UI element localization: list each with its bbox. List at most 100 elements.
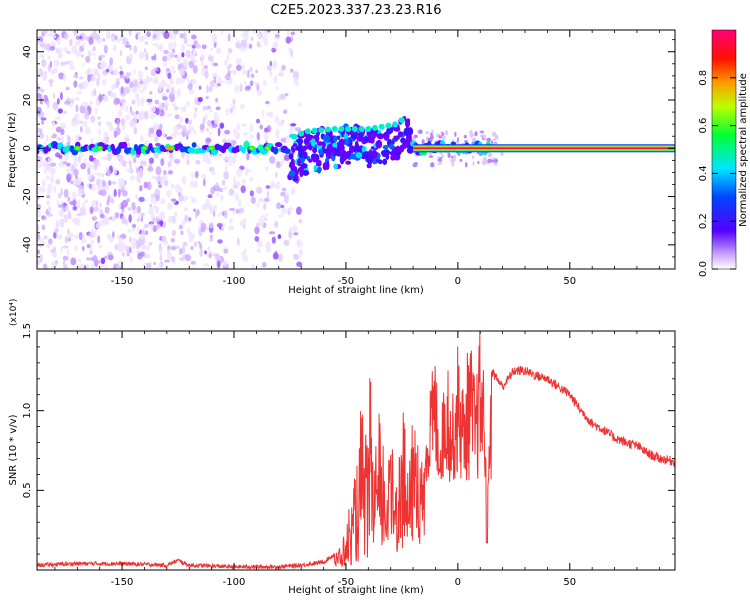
spectrogram-cloud-dot [149,204,152,208]
burst-blob [339,138,345,146]
haze-dot [428,155,434,158]
spectrogram-cloud-dot [49,81,53,88]
spectrogram-cloud-dot [73,80,78,88]
spectrogram-cloud-dot [67,209,70,214]
spectrogram-cloud-dot [148,76,153,83]
spectrogram-cloud-dot [76,90,83,95]
spectrogram-cloud-dot [153,122,159,130]
spectrogram-cloud-dot [140,160,147,166]
spectrogram-cloud-dot [185,131,189,138]
spectrogram-cloud-dot [61,135,64,142]
spectrogram-cloud-dot [47,205,52,213]
spectrogram-cloud-dot [148,157,155,164]
spectrogram-cloud-dot [64,235,68,244]
burst-blob [298,149,305,159]
snr-x-tick-label: 50 [563,577,576,588]
spectrogram-cloud-dot [174,158,181,164]
spectrogram-cloud-dot [212,37,217,44]
figure-title: C2E5.2023.337.23.23.R16 [270,3,441,18]
spectrogram-cloud-dot [44,30,48,35]
spectrogram-cloud-dot [37,132,40,136]
spectrogram-cloud-dot [184,214,188,223]
burst-blob [343,133,349,141]
burst-blob [355,152,363,159]
spectrogram-cloud-dot [124,138,130,143]
spectrogram-cloud-dot [133,45,138,54]
spectrogram-cloud-dot [114,212,120,219]
haze-dot [459,158,463,162]
colorbar-tick-label: 0.0 [698,261,709,277]
spectrogram-cloud-dot [138,35,145,42]
spectrogram-cloud-dot [50,30,55,38]
burst-blob [345,160,352,165]
spectrogram-cloud-dot [208,221,214,229]
spectrogram-cloud-dot [129,46,133,51]
spectrogram-cloud-dot [116,155,122,160]
spectrogram-cloud-dot [142,86,147,91]
spectrogram-cloud-dot [97,235,101,244]
spectrogram-cloud-dot [121,199,128,208]
spectrogram-cloud-dot [46,101,50,109]
spectrogram-cloud-dot [178,194,184,203]
haze-dot [494,134,499,140]
spectrogram-cloud-dot [146,98,153,103]
spectrogram-cloud-dot [188,217,192,222]
spectrogram-cloud-dot [207,54,214,62]
spectrogram-cloud-dot [263,127,269,133]
spectrogram-cloud-dot [104,206,110,214]
spectrogram-cloud-dot [79,206,86,214]
spectrogram-cloud-dot [91,199,98,209]
spectrogram-cloud-dot [121,124,126,131]
spectrogram-cloud-dot [170,183,175,189]
spectrogram-cloud-dot [288,230,293,238]
spectrogram-cloud-dot [155,142,161,147]
spectrogram-cloud-dot [66,249,70,256]
spectrogram-cloud-dot [171,229,176,237]
haze-dot [490,159,495,163]
spectrogram-cloud-dot [295,79,299,87]
spectrogram-cloud-dot [257,240,263,248]
spectrogram-cloud-dot [76,213,82,217]
spectrogram-cloud-dot [139,185,143,192]
spectrogram-cloud-dot [239,83,243,93]
spectrogram-cloud-dot [79,125,83,133]
spectrogram-cloud-dot [69,65,76,70]
spectrogram-cloud-dot [285,36,292,44]
spectrogram-cloud-dot [155,175,162,183]
spectrogram-cloud-dot [166,189,172,198]
spectrogram-cloud-dot [94,33,101,41]
spectrogram-cloud-dot [150,223,154,232]
spectrogram-cloud-dot [92,159,99,165]
spectrogram-cloud-dot [201,44,207,50]
spectrogram-cloud-dot [128,213,132,223]
spectrogram-cloud-dot [295,206,302,216]
snr-y-tick-label: 1.5 [22,323,33,339]
spectrogram-cloud-dot [176,88,181,98]
spectrogram-cloud-dot [130,111,135,116]
spectrogram-cloud-dot [37,209,42,218]
spectrogram-cloud-dot [122,243,127,252]
spectrogram-cloud-dot [56,36,61,45]
spectrogram-cloud-dot [293,232,299,236]
haze-dot [463,140,469,143]
spectrogram-cloud-dot [202,117,206,126]
spectrogram-cloud-dot [74,234,80,240]
burst-blob [388,143,395,150]
spectrogram-cloud-dot [166,249,171,254]
ridge-hotspot-core [142,147,147,150]
spectrogram-cloud-dot [215,97,219,103]
spectrogram-cloud-dot [227,47,233,54]
spectrogram-cloud-dot [108,180,112,186]
spectrogram-cloud-dot [178,224,183,230]
spectrogram-cloud-dot [170,198,177,202]
spectrogram-cloud-dot [213,62,219,67]
spectrogram-cloud-dot [37,249,41,255]
spectrogram-cloud-dot [116,118,120,128]
spectrogram-cloud-dot [126,198,131,202]
spectrogram-cloud-dot [75,104,79,113]
spectrogram-cloud-dot [155,107,160,116]
burst-blob [369,137,375,144]
spectrogram-cloud-dot [251,264,255,269]
spectrogram-cloud-dot [123,75,126,80]
burst-blob [371,129,377,137]
